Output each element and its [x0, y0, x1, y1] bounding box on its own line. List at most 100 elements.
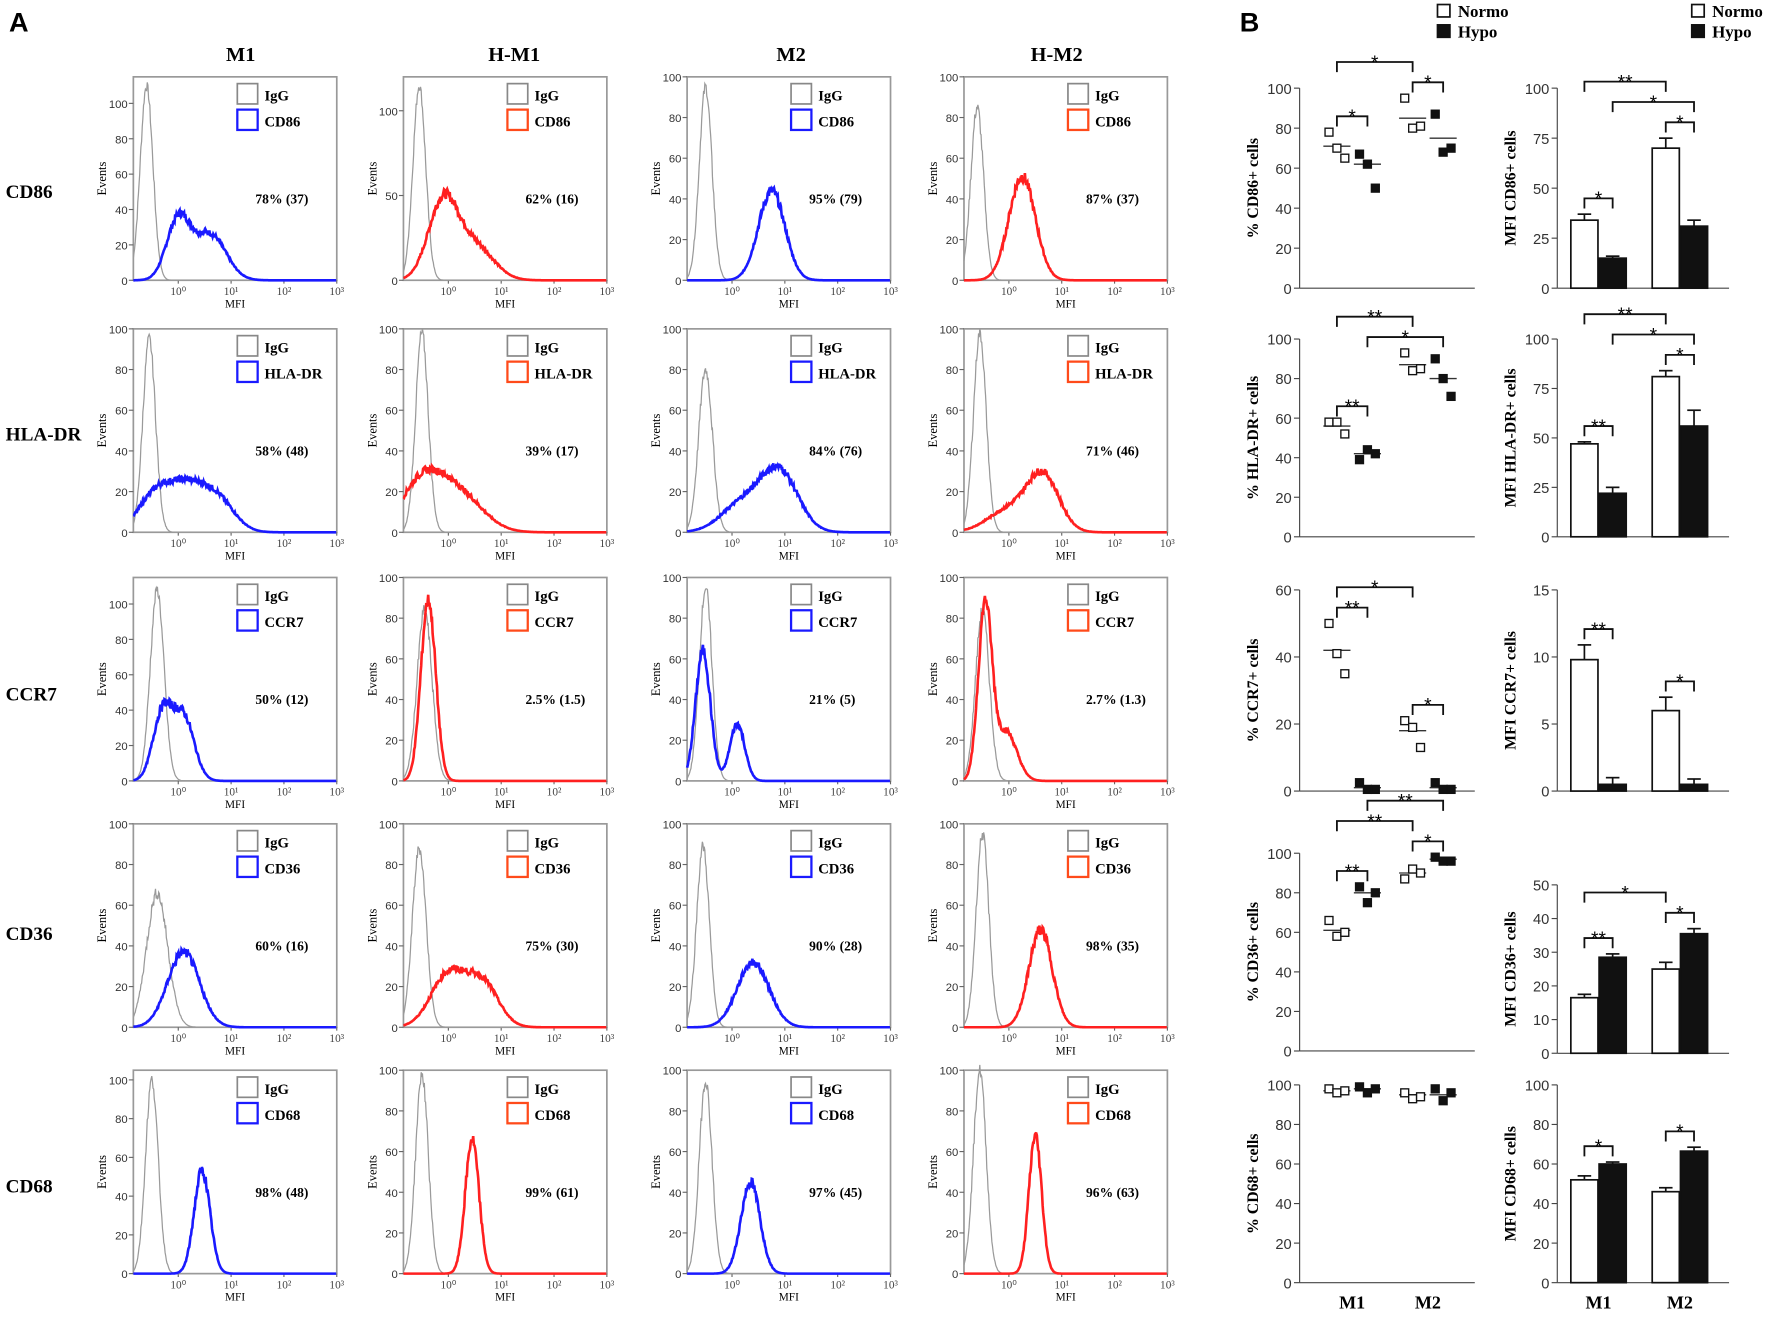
plot-frame: [686, 822, 892, 1029]
group-label-m1: M1: [1339, 1293, 1365, 1313]
row-label: CCR7: [6, 685, 58, 706]
significance-bracket: [1664, 353, 1695, 366]
x-axis-label: MFI: [1056, 298, 1076, 310]
data-point-normo: [1324, 1084, 1334, 1094]
legend-label-igg: IgG: [818, 1082, 843, 1098]
legend-swatch-igg: [236, 1076, 259, 1099]
y-tick-label: 20: [669, 982, 682, 994]
x-axis-label: MFI: [779, 1292, 799, 1304]
percent-positive-label: 2.7% (1.3): [1086, 692, 1146, 708]
significance-label: **: [1591, 620, 1606, 641]
x-tick-label: 10¹: [224, 286, 239, 298]
legend-label-marker: CD86: [1095, 115, 1131, 131]
legend-swatch-marker: [1066, 855, 1090, 879]
data-point-hypo: [1354, 778, 1365, 788]
legend-swatch-igg: [506, 1076, 529, 1099]
y-tick-label: 80: [669, 860, 682, 872]
y-tick-label: 40: [946, 695, 959, 707]
significance-label: *: [1424, 73, 1432, 94]
percent-positive-label: 50% (12): [255, 692, 308, 708]
legend-label-igg: IgG: [818, 89, 843, 105]
marker-curve: [963, 595, 1167, 783]
bar-hypo-M2: [1679, 932, 1709, 1055]
x-tick-label: 10¹: [494, 787, 509, 799]
data-point-normo: [1407, 1094, 1418, 1104]
significance-bracket: [1583, 313, 1667, 325]
x-tick-label: 10²: [830, 787, 845, 799]
x-tick-label: 10²: [830, 286, 845, 298]
data-point-normo: [1332, 1088, 1342, 1098]
y-tick-label: 100: [663, 1066, 682, 1078]
row-label: CD68: [6, 1176, 53, 1197]
legend-label-igg: IgG: [818, 589, 843, 605]
data-point-hypo: [1438, 856, 1448, 866]
y-tick-label: 60: [946, 901, 959, 913]
percent-positive-label: 98% (48): [255, 1185, 308, 1201]
significance-label: **: [1591, 929, 1606, 950]
y-tick-label: 80: [385, 365, 398, 377]
y-tick-label: 60: [946, 406, 959, 418]
significance-bracket: [1336, 61, 1414, 73]
x-tick-label: 10⁰: [170, 286, 186, 298]
percent-positive-label: 95% (79): [809, 191, 862, 207]
histogram-CCR7-M1: 0 20 40 60 80 100 10⁰ 10¹ 10² 10³ MFI Events IgG CCR7…: [95, 576, 345, 811]
y-tick-label: 80: [385, 1106, 398, 1118]
y-tick-label: 40: [1275, 651, 1291, 667]
column-header: H-M2: [1031, 44, 1083, 66]
bar-hypo-M2: [1679, 1150, 1709, 1284]
x-tick-label: 10³: [600, 538, 615, 550]
legend-swatch-igg: [236, 583, 259, 606]
y-tick-label: 100: [379, 1066, 398, 1078]
plot-frame: [402, 576, 608, 782]
legend-swatch-igg: [790, 583, 813, 606]
x-tick-label: 10¹: [224, 1033, 239, 1045]
legend-swatch-igg: [1067, 1076, 1090, 1099]
y-tick-label: 100: [379, 106, 398, 118]
plot-frame: [132, 576, 338, 782]
x-tick-label: 10²: [830, 1033, 845, 1045]
significance-bracket: [1583, 197, 1614, 209]
legend-swatch-marker: [1066, 609, 1090, 632]
y-tick-label: 60: [385, 1147, 398, 1159]
legend-label-marker: CCR7: [1095, 615, 1134, 631]
x-tick-label: 10³: [1160, 1279, 1175, 1291]
y-tick-label: 0: [121, 1269, 127, 1281]
x-tick-label: 10³: [883, 1033, 898, 1045]
y-axis-label: Events: [95, 161, 109, 195]
bar-hypo-M1: [1598, 1163, 1628, 1284]
percent-positive-label: 96% (63): [1086, 1185, 1139, 1201]
x-tick-label: 10⁰: [440, 538, 456, 550]
histogram-HLA-DR-H-M1: 0 20 40 60 80 100 10⁰ 10¹ 10² 10³ MFI Events IgG HLA-…: [365, 324, 614, 562]
y-tick-label: 100: [379, 819, 398, 831]
x-tick-label: 10¹: [1054, 1279, 1069, 1291]
x-axis-label: MFI: [779, 799, 799, 811]
x-tick-label: 10²: [277, 538, 292, 550]
y-tick-label: 40: [115, 1192, 128, 1204]
y-tick-label: 0: [1541, 785, 1549, 801]
y-tick-label: 80: [669, 113, 682, 125]
y-tick-label: 50: [1533, 432, 1549, 448]
legend-swatch-igg: [1067, 334, 1090, 357]
y-tick-label: 40: [1275, 202, 1291, 218]
isotype-curve: [686, 1081, 890, 1275]
x-tick-label: 10¹: [1054, 286, 1069, 298]
legend-swatch-igg: [506, 829, 529, 852]
y-tick-label: 80: [946, 113, 959, 125]
y-tick-label: 60: [115, 670, 128, 682]
x-tick-label: 10⁰: [440, 787, 456, 799]
y-tick-label: 0: [391, 528, 397, 540]
y-tick-label: 40: [385, 1188, 398, 1200]
significance-bracket: [1411, 703, 1445, 716]
legend-swatch-marker: [506, 855, 529, 879]
y-tick-label: 75: [1533, 132, 1549, 148]
y-tick-label: 80: [1275, 372, 1291, 388]
significance-label: *: [1371, 578, 1379, 599]
y-tick-label: 20: [1533, 1237, 1549, 1253]
y-tick-label: 0: [675, 1269, 681, 1281]
y-tick-label: 60: [669, 1147, 682, 1159]
y-tick-label: 80: [115, 134, 128, 146]
y-axis-label: Events: [95, 662, 109, 696]
x-tick-label: 10⁰: [1001, 787, 1017, 799]
